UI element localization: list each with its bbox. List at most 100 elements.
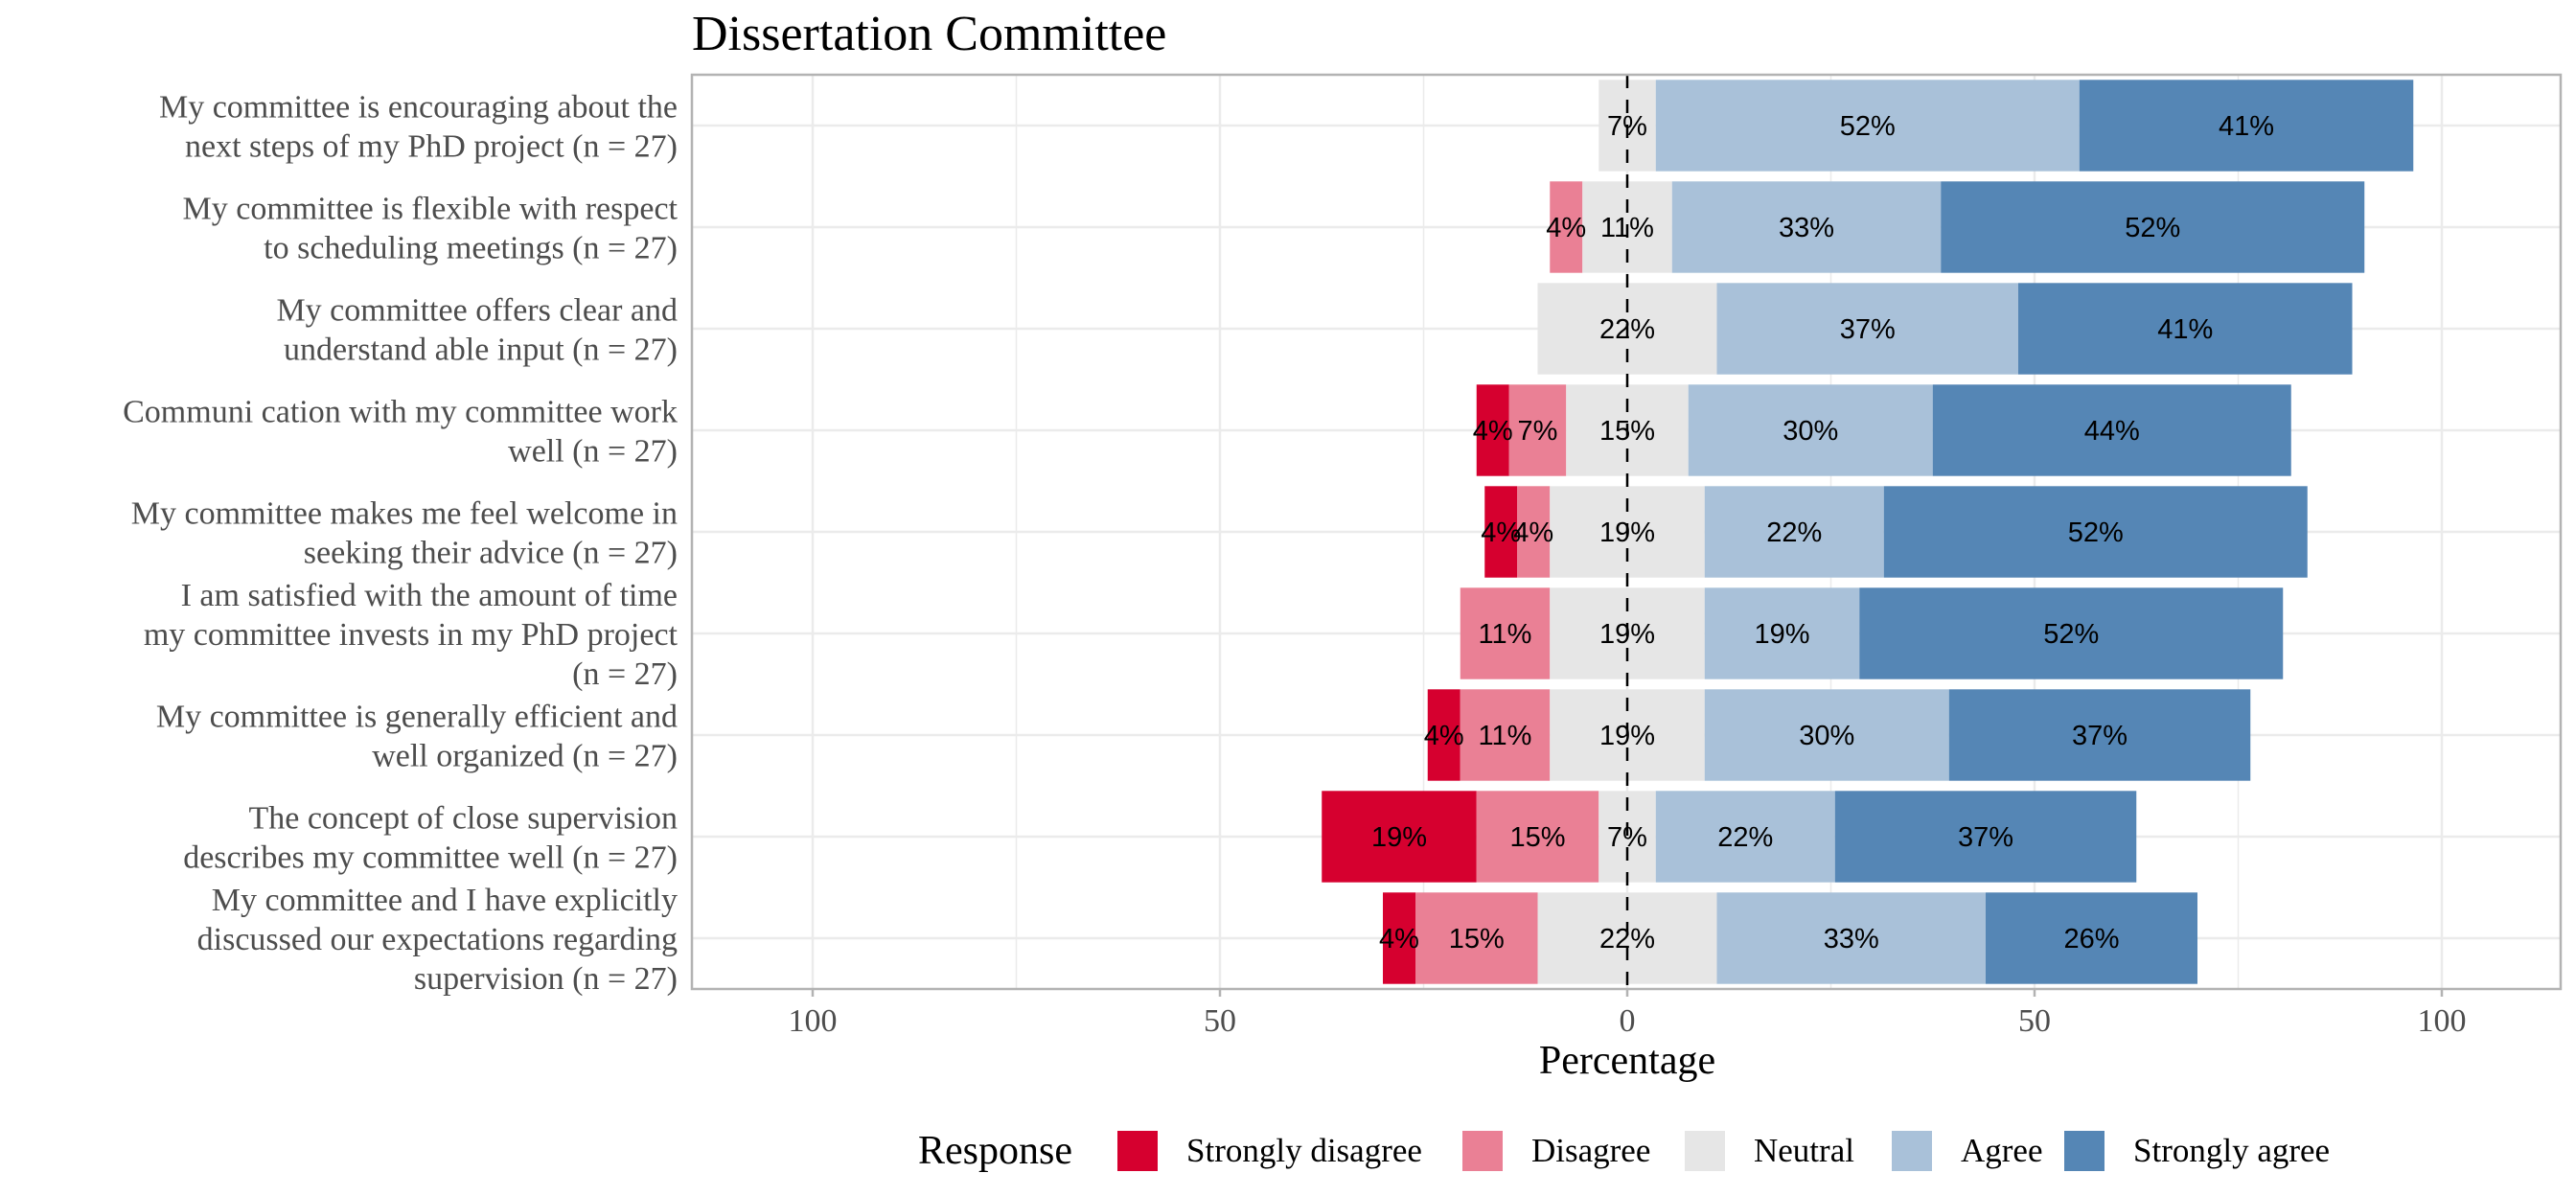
bar-segment-agree xyxy=(1716,283,2018,375)
legend-key xyxy=(1462,1131,1503,1171)
bar-row: 4% 11% 33% 52% xyxy=(1546,181,2365,273)
bar-segment-strongly-agree xyxy=(1932,384,2291,476)
bar-row: 4% 11% 19% 30% 37% xyxy=(1424,689,2251,781)
bar-value-label: 7% xyxy=(1518,416,1558,447)
bar-row: 4% 15% 22% 33% 26% xyxy=(1379,892,2197,984)
category-label-line: Communi cation with my committee work xyxy=(123,395,678,430)
bar-segment-strongly-agree xyxy=(1883,486,2308,578)
x-tick-label: 50 xyxy=(2018,1003,2051,1039)
category-label: My committee and I have explicitly discus… xyxy=(197,883,678,997)
bar-segment-disagree xyxy=(1508,384,1567,476)
bar-row: 19% 15% 7% 22% 37% xyxy=(1322,791,2137,883)
category-label-line: well (n = 27) xyxy=(508,434,678,470)
legend-item: Agree xyxy=(1892,1131,2043,1171)
bar-segment-strongly-agree xyxy=(2079,80,2414,172)
category-label: My committee is generally efficient and w… xyxy=(156,700,678,774)
bar-segment-strongly-agree xyxy=(1941,181,2365,273)
bar-value-label: 11% xyxy=(1479,619,1532,650)
bar-value-label: 52% xyxy=(2043,619,2099,650)
bar-value-label: 33% xyxy=(1824,924,1879,954)
bar-value-label: 41% xyxy=(2157,314,2213,345)
bar-value-label: 33% xyxy=(1779,213,1834,243)
chart-title: Dissertation Committee xyxy=(692,7,1166,61)
bar-value-label: 11% xyxy=(1479,721,1532,751)
bar-value-label: 4% xyxy=(1424,721,1464,751)
bar-segment-strongly-agree xyxy=(1859,587,2284,679)
bar-row: 11% 19% 19% 52% xyxy=(1460,587,2284,679)
bar-value-label: 4% xyxy=(1513,518,1553,548)
category-label-line: My committee offers clear and xyxy=(276,293,678,329)
bar-value-label: 26% xyxy=(2063,924,2119,954)
category-label-line: well organized (n = 27) xyxy=(372,739,678,774)
legend-label: Neutral xyxy=(1754,1132,1854,1169)
bar-value-label: 4% xyxy=(1473,416,1513,447)
legend-key xyxy=(2064,1131,2104,1171)
bar-segment-agree xyxy=(1704,587,1860,679)
bar-value-label: 15% xyxy=(1449,924,1505,954)
bar-segment-strongly-disagree xyxy=(1383,892,1415,984)
category-label-line: seeking their advice (n = 27) xyxy=(304,536,678,571)
x-axis-ticks: 100 50 0 50 100 xyxy=(789,989,2467,1039)
bar-value-label: 4% xyxy=(1379,924,1419,954)
legend-label: Strongly disagree xyxy=(1186,1132,1422,1169)
category-label-line: my committee invests in my PhD project xyxy=(144,617,678,653)
category-label-line: discussed our expectations regarding xyxy=(197,922,678,957)
category-label: My committee is flexible with respect to … xyxy=(183,192,678,266)
category-label-line: My committee makes me feel welcome in xyxy=(131,496,678,532)
bar-segment-agree xyxy=(1704,689,1949,781)
x-tick-label: 100 xyxy=(2418,1003,2467,1039)
category-label-line: supervision (n = 27) xyxy=(414,961,678,997)
category-label: My committee offers clear and understand … xyxy=(276,293,678,368)
category-label-line: understand able input (n = 27) xyxy=(284,333,678,368)
legend-key xyxy=(1117,1131,1158,1171)
bar-value-label: 22% xyxy=(1717,822,1773,853)
category-label-line: (n = 27) xyxy=(572,656,678,692)
category-label-line: The concept of close supervision xyxy=(248,801,678,837)
bar-row: 22% 37% 41% xyxy=(1537,283,2353,375)
bar-value-label: 52% xyxy=(2125,213,2180,243)
bar-segment-strongly-agree xyxy=(1948,689,2251,781)
bar-value-label: 19% xyxy=(1371,822,1427,853)
legend-item: Strongly agree xyxy=(2064,1131,2330,1171)
bar-value-label: 37% xyxy=(1840,314,1896,345)
bar-segment-agree xyxy=(1655,791,1835,883)
bar-segment-agree xyxy=(1671,181,1942,273)
legend-label: Disagree xyxy=(1531,1132,1650,1169)
bar-segment-agree xyxy=(1704,486,1884,578)
category-label-line: My committee is encouraging about the xyxy=(159,90,678,126)
legend-item: Neutral xyxy=(1685,1131,1854,1171)
bar-segment-disagree xyxy=(1517,486,1551,578)
category-label-line: I am satisfied with the amount of time xyxy=(181,578,678,613)
bar-segment-agree xyxy=(1655,80,2080,172)
bar-row: 7% 52% 41% xyxy=(1598,80,2414,172)
bar-segment-strongly-agree xyxy=(1834,791,2137,883)
bar-value-label: 30% xyxy=(1782,416,1838,447)
bar-segment-disagree xyxy=(1460,689,1551,781)
bar-value-label: 22% xyxy=(1766,518,1822,548)
category-label: Communi cation with my committee work wel… xyxy=(123,395,678,470)
category-label-line: describes my committee well (n = 27) xyxy=(183,840,678,876)
category-label-line: My committee is generally efficient and xyxy=(156,700,678,735)
category-label-line: My committee and I have explicitly xyxy=(212,883,678,918)
x-tick-label: 50 xyxy=(1204,1003,1236,1039)
category-label: I am satisfied with the amount of time my… xyxy=(144,578,678,692)
x-tick-label: 100 xyxy=(789,1003,838,1039)
bar-value-label: 52% xyxy=(1840,111,1896,142)
legend-title: Response xyxy=(918,1129,1072,1173)
bar-value-label: 37% xyxy=(2072,721,2128,751)
bar-value-label: 15% xyxy=(1509,822,1565,853)
bar-segment-strongly-agree xyxy=(2018,283,2353,375)
category-label: My committee is encouraging about the nex… xyxy=(159,90,678,165)
legend-label: Strongly agree xyxy=(2133,1132,2330,1169)
bar-value-label: 41% xyxy=(2219,111,2274,142)
bar-segment-disagree xyxy=(1415,892,1538,984)
x-axis-title: Percentage xyxy=(1539,1039,1715,1083)
bar-value-label: 44% xyxy=(2084,416,2140,447)
category-label: My committee makes me feel welcome in see… xyxy=(131,496,678,571)
bar-value-label: 19% xyxy=(1754,619,1809,650)
bar-segment-strongly-disagree xyxy=(1322,791,1477,883)
bar-value-label: 37% xyxy=(1958,822,2013,853)
bar-segment-strongly-agree xyxy=(1986,892,2197,984)
bar-segment-strongly-disagree xyxy=(1427,689,1460,781)
